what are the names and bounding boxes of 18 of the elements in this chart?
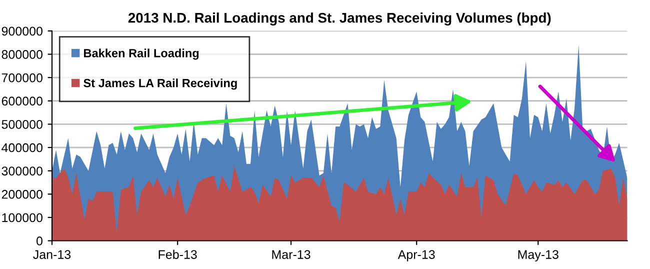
x-tick-label: Feb-13	[158, 250, 197, 259]
y-tick-label: 600000	[2, 96, 42, 106]
legend-label: St James LA Rail Receiving	[84, 78, 237, 90]
y-tick-label: 900000	[2, 26, 42, 36]
x-tick-label: Mar-13	[272, 250, 310, 259]
chart-title: 2013 N.D. Rail Loadings and St. James Receiving Volumes (bpd)	[128, 12, 551, 26]
x-tick-label: Apr-13	[398, 250, 435, 262]
legend-label: Bakken Rail Loading	[84, 48, 199, 60]
y-tick-label: 800000	[2, 50, 42, 59]
y-tick-label: 300000	[2, 166, 42, 176]
y-tick-label: 400000	[2, 143, 42, 152]
y-tick-label: 200000	[2, 190, 42, 199]
y-tick-label: 0	[36, 236, 42, 246]
x-tick-label: Jan-13	[33, 250, 71, 259]
x-tick-label: May-13	[518, 250, 558, 262]
y-tick-label: 500000	[2, 120, 42, 129]
y-tick-label: 700000	[2, 73, 42, 82]
y-tick-label: 100000	[2, 213, 42, 222]
